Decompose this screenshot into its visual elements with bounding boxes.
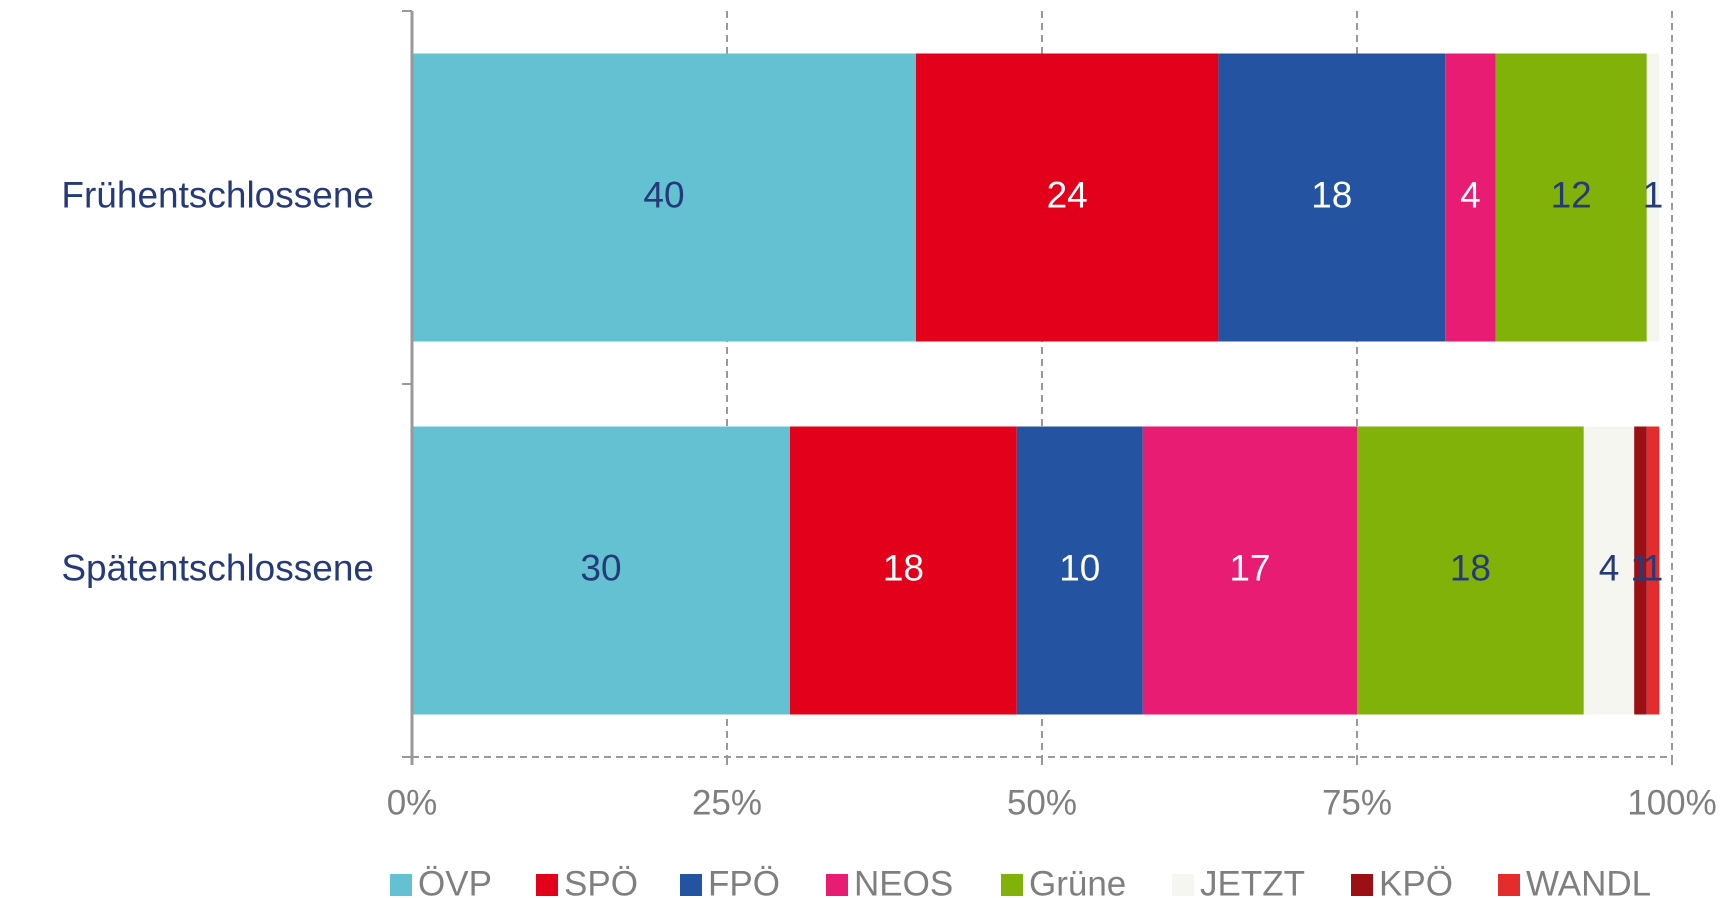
legend-item: FPÖ xyxy=(680,864,780,898)
legend-label: ÖVP xyxy=(418,864,492,898)
legend-label: Grüne xyxy=(1029,864,1126,898)
legend-item: KPÖ xyxy=(1351,864,1453,898)
legend-label: KPÖ xyxy=(1379,864,1453,898)
legend-swatch xyxy=(1351,874,1373,896)
data-label: 18 xyxy=(1450,547,1491,588)
legend-label: SPÖ xyxy=(564,864,638,898)
bar-segment xyxy=(1445,53,1496,342)
legend-label: WANDL xyxy=(1526,864,1651,898)
data-label: 18 xyxy=(883,547,924,588)
legend-item: Grüne xyxy=(1001,864,1126,898)
legend-swatch xyxy=(826,874,848,896)
legend-swatch xyxy=(536,874,558,896)
data-label: 40 xyxy=(643,174,684,215)
data-label: 12 xyxy=(1551,174,1592,215)
bar-segment xyxy=(1583,426,1635,715)
bar-segment xyxy=(1634,426,1647,715)
data-label: 1 xyxy=(1630,547,1651,588)
category-label: Frühentschlossene xyxy=(61,174,374,215)
x-tick-label: 50% xyxy=(1007,783,1077,822)
legend-swatch xyxy=(1172,874,1194,896)
category-label: Spätentschlossene xyxy=(61,547,374,588)
legend-label: NEOS xyxy=(854,864,953,898)
bar-segment xyxy=(1357,426,1584,715)
legend-swatch xyxy=(1498,874,1520,896)
legend-label: FPÖ xyxy=(708,864,780,898)
bar-segment xyxy=(916,53,1219,342)
bar-segment xyxy=(1495,53,1647,342)
data-label: 30 xyxy=(580,547,621,588)
legend-swatch xyxy=(1001,874,1023,896)
legend-item: ÖVP xyxy=(390,864,492,898)
data-label: 18 xyxy=(1311,174,1352,215)
bar-segment xyxy=(1142,426,1357,715)
data-label: 1 xyxy=(1643,174,1664,215)
x-tick-label: 0% xyxy=(387,783,438,822)
data-label: 1 xyxy=(1643,547,1664,588)
legend-swatch xyxy=(680,874,702,896)
bar-segment xyxy=(412,426,790,715)
x-tick-label: 75% xyxy=(1322,783,1392,822)
x-tick-label: 100% xyxy=(1627,783,1717,822)
bar-segment xyxy=(412,53,916,342)
legend-swatch xyxy=(390,874,412,896)
bar-segment xyxy=(1646,426,1660,715)
bar-segment xyxy=(1218,53,1446,342)
data-label: 10 xyxy=(1059,547,1100,588)
legend-item: WANDL xyxy=(1498,864,1651,898)
legend-item: NEOS xyxy=(826,864,953,898)
data-label: 17 xyxy=(1229,547,1270,588)
data-label: 24 xyxy=(1047,174,1088,215)
bar-segment xyxy=(1646,53,1660,342)
legend-item: JETZT xyxy=(1172,864,1305,898)
data-label: 4 xyxy=(1460,174,1481,215)
x-tick-label: 25% xyxy=(692,783,762,822)
legend-label: JETZT xyxy=(1200,864,1305,898)
data-label: 4 xyxy=(1599,547,1620,588)
bar-segment xyxy=(1016,426,1143,715)
bar-segment xyxy=(790,426,1017,715)
legend-item: SPÖ xyxy=(536,864,638,898)
